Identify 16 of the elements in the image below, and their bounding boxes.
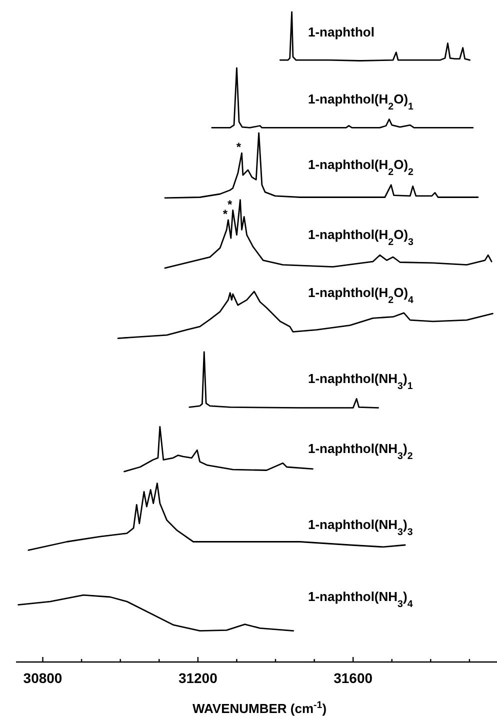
- series-label: 1-naphthol(NH$_{3}$)$_{3}$: [308, 517, 414, 538]
- annotation: *: [236, 140, 242, 154]
- series-label: 1-naphthol(H$_{2}$O)$_{1}$: [308, 91, 414, 112]
- text: 1-naphthol(NH$_{3}$)$_{4}$: [308, 588, 414, 610]
- x-tick-label: 31600: [334, 670, 373, 686]
- series-label: 1-naphthol: [308, 24, 374, 40]
- series-label: 1-naphthol(H$_{2}$O)$_{4}$: [308, 284, 414, 306]
- x-tick-label: 31200: [178, 670, 218, 686]
- series-label: 1-naphthol(H$_{2}$O)$_{2}$: [308, 156, 414, 178]
- x-axis-title: WAVENUMBER (cm$^{-1}$): [192, 700, 327, 716]
- annotation: *: [222, 207, 228, 221]
- series-label: 1-naphthol(H$_{2}$O)$_{3}$: [308, 227, 414, 248]
- series-label: 1-naphthol(NH$_{3}$)$_{2}$: [308, 440, 414, 462]
- series-label: 1-naphthol(NH$_{3}$)$_{1}$: [308, 370, 414, 392]
- annotation: *: [228, 197, 232, 212]
- x-tick-label: 30800: [23, 670, 62, 686]
